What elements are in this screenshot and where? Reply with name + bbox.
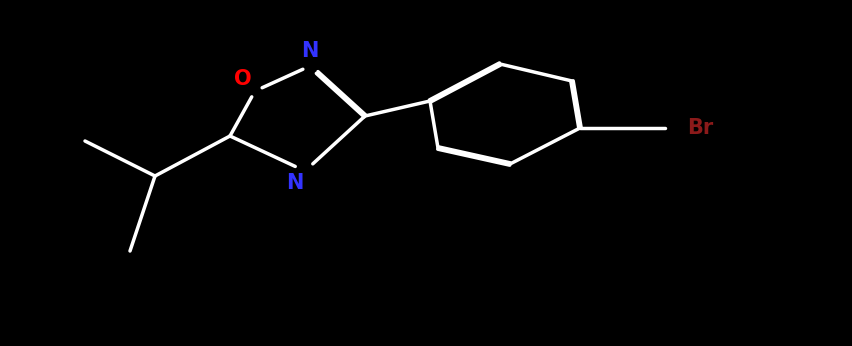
Text: N: N: [286, 173, 303, 193]
Text: N: N: [301, 41, 319, 61]
Text: Br: Br: [686, 118, 712, 138]
Text: O: O: [234, 69, 251, 89]
